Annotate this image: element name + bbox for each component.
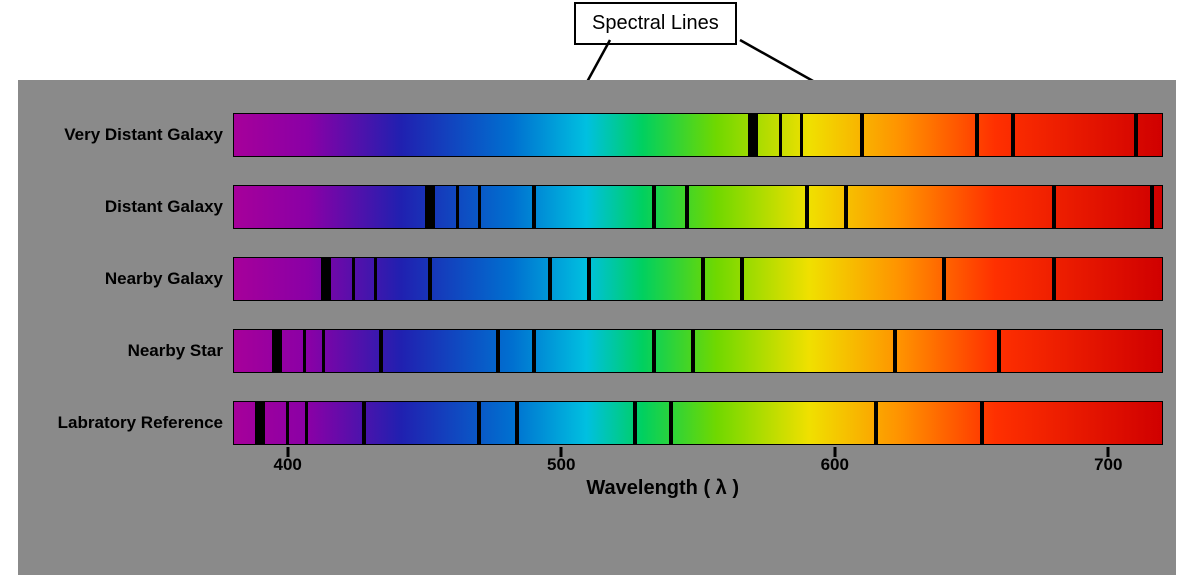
spectral-line <box>805 185 809 229</box>
spectral-line <box>669 401 673 445</box>
spectral-line <box>496 329 500 373</box>
spectrum-row: Very Distant Galaxy <box>18 113 1176 157</box>
spectral-line <box>428 257 432 301</box>
spectral-line <box>322 329 325 373</box>
axis-tick-label: 400 <box>274 455 302 475</box>
spectral-line <box>425 185 435 229</box>
spectral-line <box>374 257 377 301</box>
spectral-line <box>691 329 695 373</box>
spectrum-row: Labratory Reference <box>18 401 1176 445</box>
spectrum-bar <box>233 401 1163 445</box>
spectral-line <box>860 113 864 157</box>
spectrum-bar <box>233 257 1163 301</box>
spectrum-row-label: Labratory Reference <box>18 413 233 433</box>
spectral-line <box>701 257 705 301</box>
axis-tick-label: 700 <box>1094 455 1122 475</box>
spectral-line <box>1052 257 1056 301</box>
spectrum-row-label: Nearby Star <box>18 341 233 361</box>
spectral-line <box>1150 185 1154 229</box>
spectral-line <box>362 401 366 445</box>
axis-tick-label: 500 <box>547 455 575 475</box>
spectral-line <box>255 401 265 445</box>
spectral-line <box>975 113 979 157</box>
spectral-line <box>515 401 519 445</box>
spectral-line <box>652 185 656 229</box>
spectrum-bar <box>233 329 1163 373</box>
spectral-line <box>997 329 1001 373</box>
spectral-line <box>652 329 656 373</box>
spectrum-bar <box>233 113 1163 157</box>
spectral-line <box>305 401 308 445</box>
spectrum-bar <box>233 185 1163 229</box>
spectral-line <box>456 185 459 229</box>
spectral-line <box>1011 113 1015 157</box>
spectral-lines-callout: Spectral Lines <box>574 2 737 45</box>
spectrum-row-label: Nearby Galaxy <box>18 269 233 289</box>
spectral-line <box>633 401 637 445</box>
spectral-line <box>548 257 552 301</box>
spectral-line <box>844 185 848 229</box>
spectrum-row: Distant Galaxy <box>18 185 1176 229</box>
spectral-line <box>1134 113 1138 157</box>
spectral-line <box>532 329 536 373</box>
spectral-line <box>352 257 355 301</box>
spectrum-row-label: Distant Galaxy <box>18 197 233 217</box>
spectral-line <box>321 257 331 301</box>
spectral-line <box>740 257 744 301</box>
spectral-line <box>800 113 803 157</box>
spectral-line <box>303 329 306 373</box>
spectrum-row: Nearby Galaxy <box>18 257 1176 301</box>
spectrum-row-label: Very Distant Galaxy <box>18 125 233 145</box>
spectral-line <box>942 257 946 301</box>
axis-title: Wavelength ( λ ) <box>586 477 739 500</box>
callout-label: Spectral Lines <box>592 12 719 34</box>
axis-tick-label: 600 <box>821 455 849 475</box>
spectral-line <box>587 257 591 301</box>
spectral-line <box>893 329 897 373</box>
spectral-line <box>874 401 878 445</box>
spectrum-row: Nearby Star <box>18 329 1176 373</box>
spectral-line <box>477 401 481 445</box>
spectrum-chart-panel: Very Distant Galaxy Distant Galaxy Nearby … <box>18 80 1176 575</box>
spectral-line <box>286 401 289 445</box>
spectral-line <box>532 185 536 229</box>
spectral-line <box>478 185 481 229</box>
spectral-line <box>379 329 383 373</box>
spectral-line <box>272 329 282 373</box>
spectral-line <box>748 113 758 157</box>
spectral-line <box>779 113 782 157</box>
spectral-line <box>980 401 984 445</box>
spectral-line <box>685 185 689 229</box>
spectral-line <box>1052 185 1056 229</box>
